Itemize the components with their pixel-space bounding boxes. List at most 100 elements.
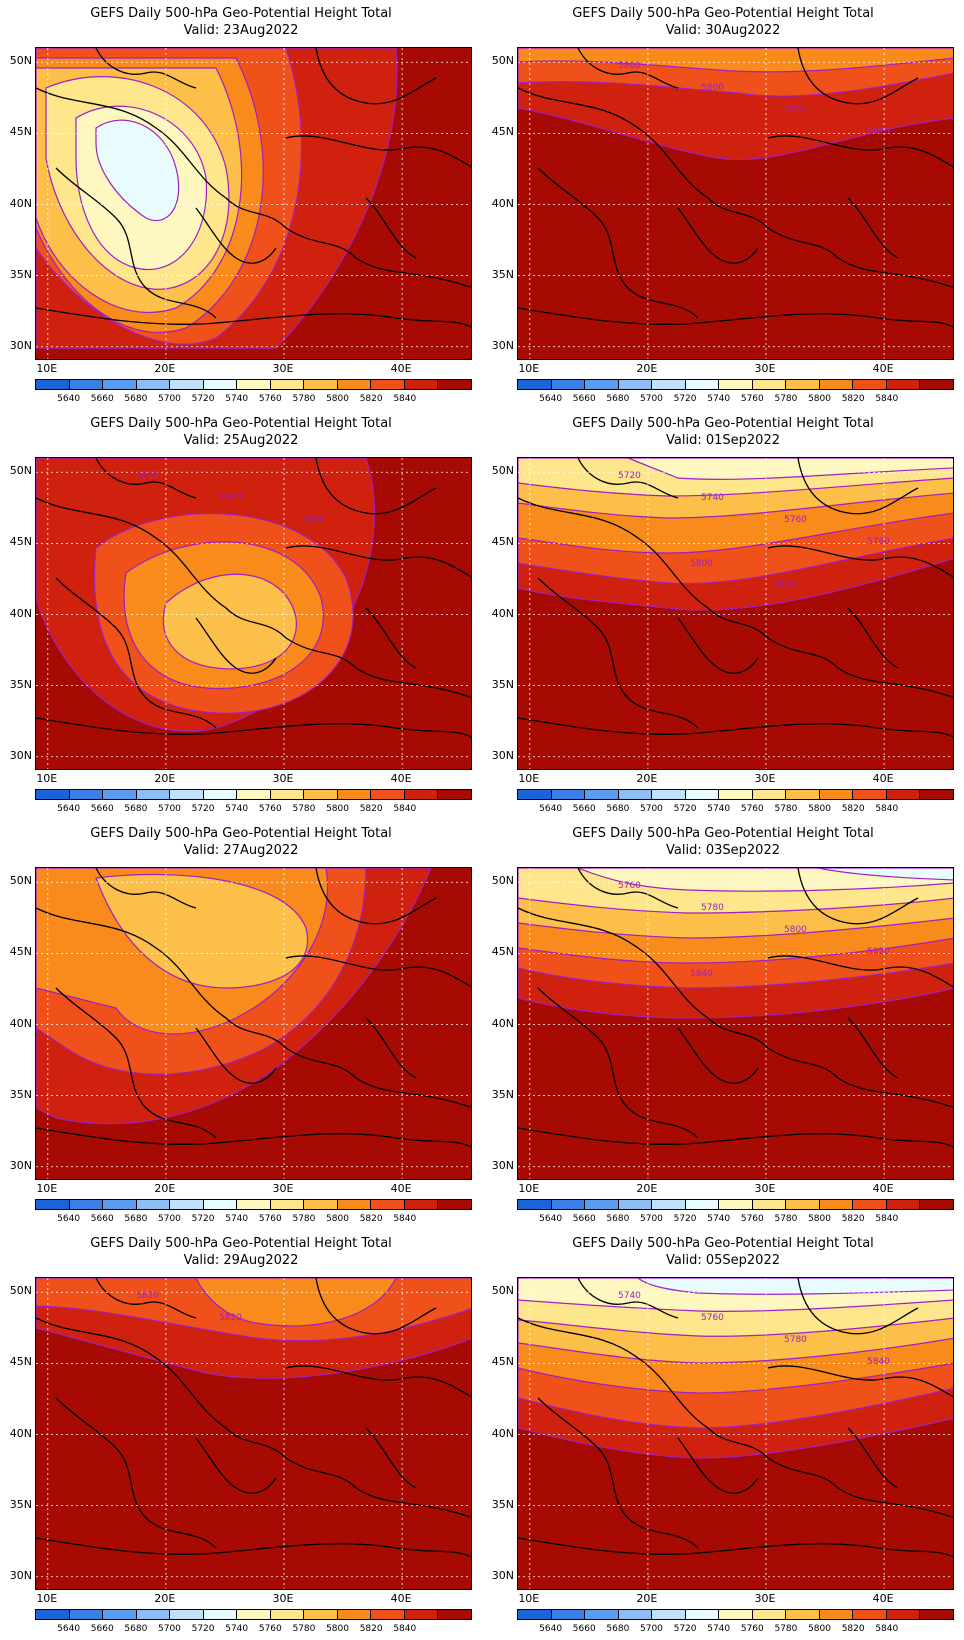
colorbar-label: 5780	[292, 1214, 316, 1224]
colorbar-swatch	[886, 790, 921, 799]
colorbar-label: 5820	[841, 1214, 865, 1224]
height-map: 5820 5820 5800	[35, 457, 472, 770]
coastline	[55, 577, 217, 729]
colorbar-label: 5800	[326, 1214, 349, 1224]
colorbar-label: 5780	[292, 1624, 316, 1634]
lat-tick-label: 40N	[9, 196, 32, 210]
lon-tick-label: 20E	[636, 1592, 658, 1605]
colorbar-swatch	[819, 1200, 854, 1209]
height-band	[518, 48, 953, 73]
map-panel: GEFS Daily 500-hPa Geo-Potential Height …	[482, 410, 964, 820]
colorbar-swatch	[685, 1200, 720, 1209]
colorbar-swatch	[270, 790, 305, 799]
colorbar-label: 5680	[606, 804, 630, 814]
colorbar-swatch	[685, 380, 720, 389]
colorbar-swatch	[203, 1610, 238, 1619]
coastline	[518, 307, 953, 328]
height-map: 5740 5760 5780 5840	[517, 1277, 954, 1590]
contour-label: 5820	[867, 947, 890, 957]
lat-tick-label: 30N	[9, 1158, 32, 1172]
colorbar-label: 5840	[393, 1624, 417, 1634]
colorbar-swatch	[404, 790, 439, 799]
colorbar-label: 5760	[258, 394, 282, 404]
colorbar-label: 5640	[57, 804, 81, 814]
coastline	[677, 1437, 759, 1494]
colorbar-swatch	[920, 1200, 953, 1209]
lon-tick-label: 40E	[872, 1182, 894, 1195]
contour-label: 5800	[784, 925, 807, 935]
contour-label: 5760	[784, 515, 807, 525]
colorbar-swatch	[518, 380, 552, 389]
lon-tick-label: 40E	[872, 772, 894, 785]
lat-tick-label: 50N	[491, 1284, 514, 1298]
colorbar-label: 5780	[774, 804, 798, 814]
lat-tick-label: 50N	[9, 54, 32, 68]
colorbar-swatch	[337, 1200, 372, 1209]
coastline	[537, 167, 699, 319]
colorbar-swatch	[304, 1200, 338, 1209]
panel-title: GEFS Daily 500-hPa Geo-Potential Height …	[90, 416, 392, 431]
lon-tick-label: 30E	[754, 1592, 776, 1605]
coastline	[285, 135, 471, 168]
colorbar-label: 5760	[740, 1624, 764, 1634]
coastline	[518, 1317, 953, 1519]
colorbar-label: 5820	[841, 804, 865, 814]
contour-label: 5760	[618, 881, 641, 891]
lon-tick-label: 40E	[872, 362, 894, 375]
height-map: 5720 5740 5760 5780 5800 5820	[517, 457, 954, 770]
panel-title: GEFS Daily 500-hPa Geo-Potential Height …	[90, 1236, 392, 1251]
colorbar-label: 5740	[707, 1624, 731, 1634]
colorbar-label: 5840	[393, 394, 417, 404]
colorbar-label: 5800	[808, 394, 831, 404]
colorbar-label: 5760	[258, 804, 282, 814]
contour-label: 5720	[618, 471, 641, 481]
lon-tick-label: 10E	[518, 1182, 540, 1195]
colorbar-swatch	[886, 380, 921, 389]
coastline	[36, 1317, 471, 1519]
lat-tick-label: 50N	[491, 874, 514, 888]
colorbar-label: 5700	[158, 394, 181, 404]
colorbar-label: 5680	[606, 1214, 630, 1224]
lon-tick-label: 20E	[154, 1592, 176, 1605]
coastline	[537, 1397, 699, 1549]
colorbar-swatch	[203, 380, 238, 389]
colorbar-swatch	[304, 1610, 338, 1619]
coastline	[767, 955, 953, 988]
colorbar	[517, 1199, 954, 1210]
coastline	[537, 987, 699, 1139]
colorbar-swatch	[618, 380, 653, 389]
panel-valid-date: Valid: 25Aug2022	[183, 433, 299, 448]
colorbar-label: 5760	[258, 1214, 282, 1224]
lat-tick-label: 30N	[491, 748, 514, 762]
colorbar	[35, 1199, 472, 1210]
colorbar-swatch	[685, 790, 720, 799]
coastline	[315, 868, 437, 925]
lon-tick-label: 40E	[390, 362, 412, 375]
colorbar-label: 5720	[191, 1624, 215, 1634]
colorbar-swatch	[920, 380, 953, 389]
coastline	[195, 1437, 277, 1494]
colorbar-label: 5700	[640, 804, 663, 814]
panel-valid-date: Valid: 23Aug2022	[183, 23, 299, 38]
coastline	[285, 545, 471, 578]
lon-tick-label: 30E	[272, 1592, 294, 1605]
colorbar-swatch	[136, 790, 171, 799]
contour-label: 5820	[219, 493, 242, 503]
colorbar-swatch	[585, 1610, 619, 1619]
contour-label: 5780	[784, 1335, 807, 1345]
colorbar-label: 5720	[191, 804, 215, 814]
lon-tick-label: 40E	[390, 1182, 412, 1195]
colorbar-swatch	[203, 1200, 238, 1209]
coastline	[36, 307, 471, 328]
colorbar-swatch	[585, 380, 619, 389]
coastline	[677, 1027, 759, 1084]
colorbar-label: 5840	[875, 394, 899, 404]
lat-tick-label: 40N	[9, 1016, 32, 1030]
lat-tick-label: 45N	[9, 535, 32, 549]
colorbar-label: 5820	[359, 804, 383, 814]
coastline	[195, 617, 277, 674]
colorbar-label: 5720	[191, 394, 215, 404]
colorbar-label: 5680	[606, 1624, 630, 1634]
lat-tick-label: 50N	[491, 464, 514, 478]
colorbar-swatch	[518, 1610, 552, 1619]
